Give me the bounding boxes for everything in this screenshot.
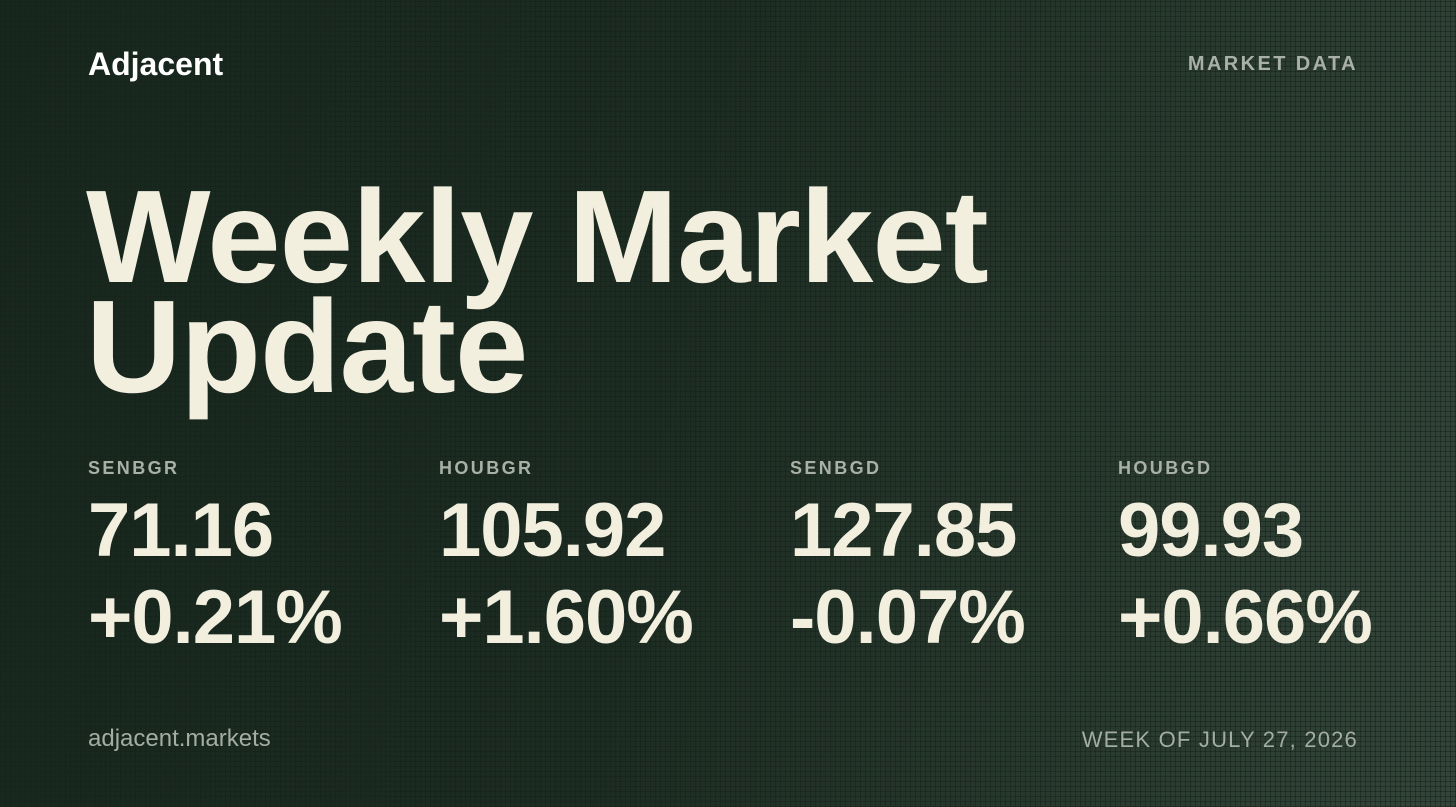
ticker-change: +0.66% <box>1118 575 1373 660</box>
ticker-value: 99.93 <box>1118 488 1304 573</box>
section-tag: MARKET DATA <box>1187 53 1358 75</box>
title-line: Update <box>86 273 528 420</box>
ticker-symbol: SENBGR <box>88 458 180 478</box>
title-line: Weekly Market <box>86 163 989 310</box>
ticker-change: -0.07% <box>790 575 1026 660</box>
brand: Adjacent <box>88 46 224 82</box>
ticker-symbol: HOUBGR <box>439 458 534 478</box>
footer-url: adjacent.markets <box>88 725 271 752</box>
ticker-value: 71.16 <box>88 488 274 573</box>
ticker-symbol: SENBGD <box>790 458 882 478</box>
ticker-value: 127.85 <box>790 488 1017 573</box>
ticker-change: +1.60% <box>439 575 694 660</box>
ticker-symbol: HOUBGD <box>1118 458 1213 478</box>
ticker-value: 105.92 <box>439 488 666 573</box>
ticker-change: +0.21% <box>88 575 343 660</box>
footer-date: WEEK OF JULY 27, 2026 <box>1081 727 1358 752</box>
